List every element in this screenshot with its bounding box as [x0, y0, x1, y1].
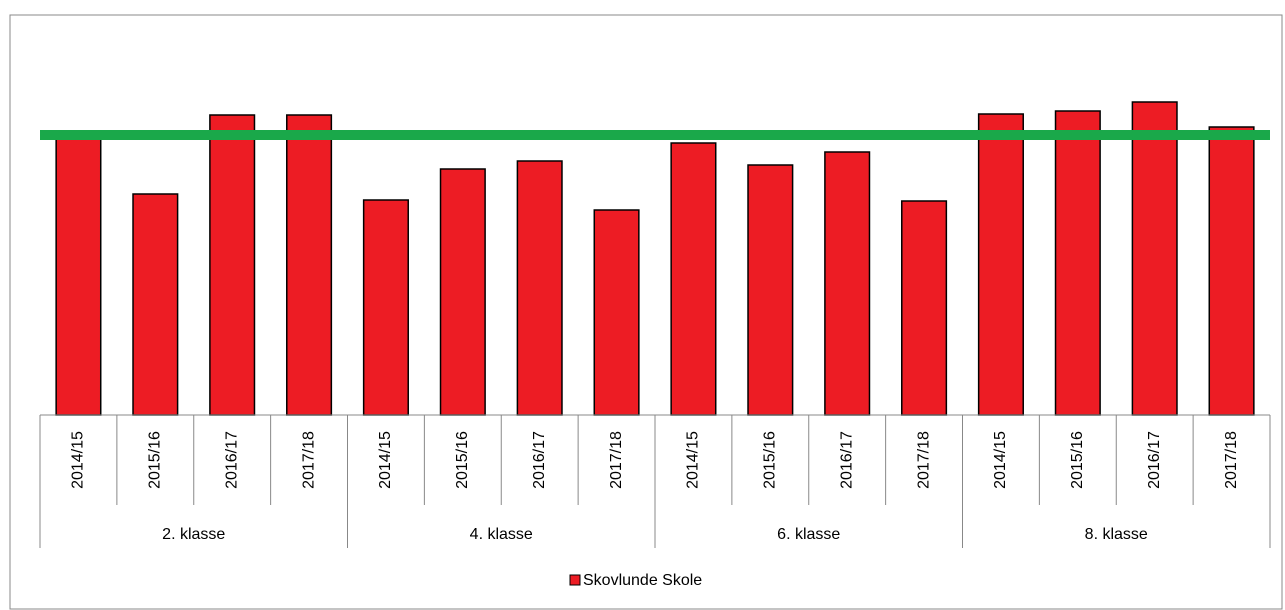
x-tick-label: 2014/15 — [70, 431, 87, 489]
bar — [1054, 110, 1101, 416]
group-label: 6. klasse — [777, 526, 840, 543]
bar — [516, 160, 563, 416]
bar — [362, 199, 409, 416]
x-tick-label: 2017/18 — [608, 431, 625, 489]
bar — [747, 164, 794, 416]
x-tick-label: 2015/16 — [1069, 431, 1086, 489]
x-tick-label: 2017/18 — [1223, 431, 1240, 489]
x-tick-label: 2014/15 — [685, 431, 702, 489]
x-tick-label: 2016/17 — [838, 431, 855, 489]
x-tick-label: 2015/16 — [762, 431, 779, 489]
bar — [55, 136, 102, 416]
bar — [670, 142, 717, 416]
bar — [824, 151, 871, 416]
group-label: 4. klasse — [470, 526, 533, 543]
x-tick-label: 2015/16 — [147, 431, 164, 489]
x-tick-label: 2014/15 — [992, 431, 1009, 489]
bar — [439, 168, 486, 416]
bar — [593, 209, 640, 416]
bar — [977, 113, 1024, 416]
x-tick-label: 2017/18 — [915, 431, 932, 489]
bar — [901, 200, 948, 416]
x-tick-label: 2016/17 — [223, 431, 240, 489]
bar — [1208, 126, 1255, 416]
x-tick-label: 2015/16 — [454, 431, 471, 489]
legend-label: Skovlunde Skole — [583, 572, 702, 589]
x-tick-label: 2016/17 — [531, 431, 548, 489]
bar — [1131, 101, 1178, 416]
bar — [286, 114, 333, 416]
legend-swatch — [569, 574, 581, 586]
bar — [132, 193, 179, 416]
x-tick-label: 2017/18 — [300, 431, 317, 489]
bar — [209, 114, 256, 416]
group-label: 2. klasse — [162, 526, 225, 543]
x-tick-label: 2016/17 — [1146, 431, 1163, 489]
group-label: 8. klasse — [1085, 526, 1148, 543]
x-tick-label: 2014/15 — [377, 431, 394, 489]
